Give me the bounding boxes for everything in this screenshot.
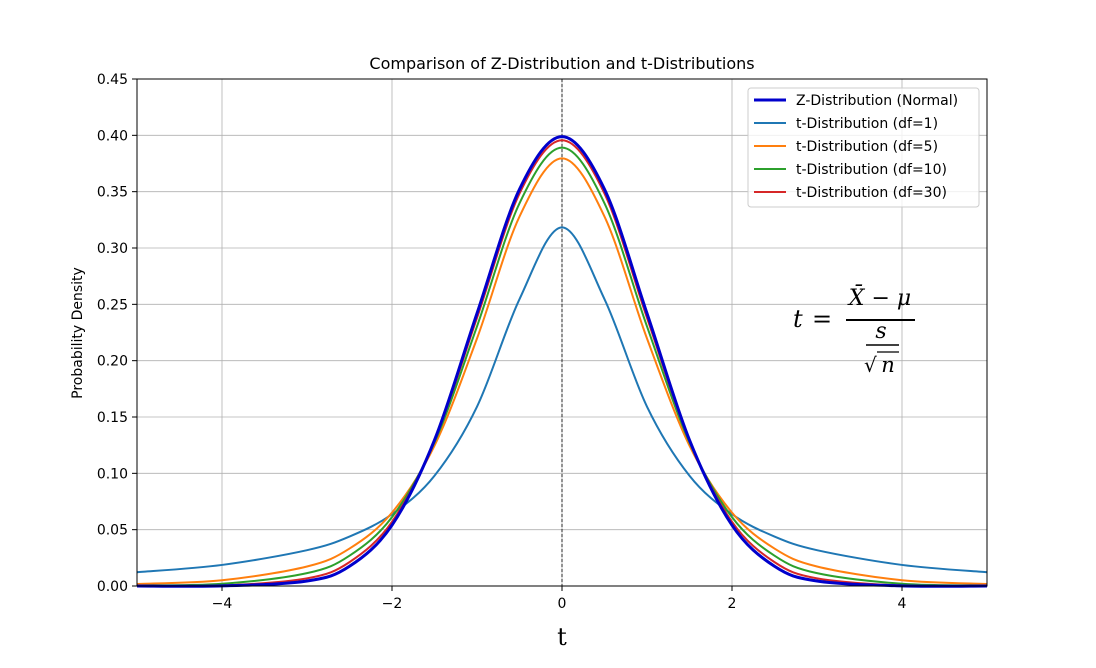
t-statistic-formula: t = X̄ − μ s √ n	[793, 284, 915, 377]
legend-label: t-Distribution (df=5)	[796, 139, 938, 155]
formula-equals: =	[812, 305, 832, 333]
x-axis-ticks: −4 −2 0 2 4	[212, 586, 907, 612]
legend-box	[747, 87, 980, 208]
y-tick-label: 0.20	[97, 354, 128, 370]
y-tick-label: 0.35	[97, 185, 128, 201]
x-tick-label: 4	[898, 596, 907, 612]
y-tick-label: 0.00	[97, 579, 128, 595]
x-tick-label: 2	[728, 596, 737, 612]
legend-label: t-Distribution (df=30)	[796, 185, 947, 201]
legend-label: t-Distribution (df=1)	[796, 116, 938, 132]
formula-lhs: t	[793, 305, 803, 333]
formula-radical: √	[864, 353, 877, 377]
legend-label: Z-Distribution (Normal)	[796, 93, 958, 109]
y-tick-label: 0.30	[97, 241, 128, 257]
series-line-df30	[136, 139, 988, 588]
y-tick-label: 0.05	[97, 523, 128, 539]
series-line-df1	[136, 226, 988, 574]
formula-denominator-top: s	[875, 319, 886, 344]
series-line-df5	[136, 157, 988, 585]
legend: Z-Distribution (Normal) t-Distribution (d…	[747, 87, 980, 208]
x-tick-label: −2	[382, 596, 403, 612]
y-tick-label: 0.25	[97, 297, 128, 313]
series-line-normal	[136, 135, 988, 588]
formula-numerator: X̄ − μ	[847, 284, 911, 311]
x-axis-label: t	[557, 623, 567, 651]
y-tick-label: 0.15	[97, 410, 128, 426]
x-tick-label: −4	[212, 596, 233, 612]
chart-title: Comparison of Z-Distribution and t-Distr…	[369, 54, 754, 73]
y-tick-label: 0.45	[97, 72, 128, 88]
y-axis-ticks: 0.00 0.05 0.10 0.15 0.20 0.25 0.30 0.35 0.40 0.45	[97, 72, 137, 595]
y-axis-label: Probability Density	[70, 267, 86, 399]
formula-denominator-bottom: n	[881, 353, 895, 377]
series-lines	[136, 135, 988, 588]
y-tick-label: 0.10	[97, 466, 128, 482]
y-tick-label: 0.40	[97, 128, 128, 144]
series-line-df10	[136, 146, 988, 587]
legend-label: t-Distribution (df=10)	[796, 162, 947, 178]
x-tick-label: 0	[558, 596, 567, 612]
